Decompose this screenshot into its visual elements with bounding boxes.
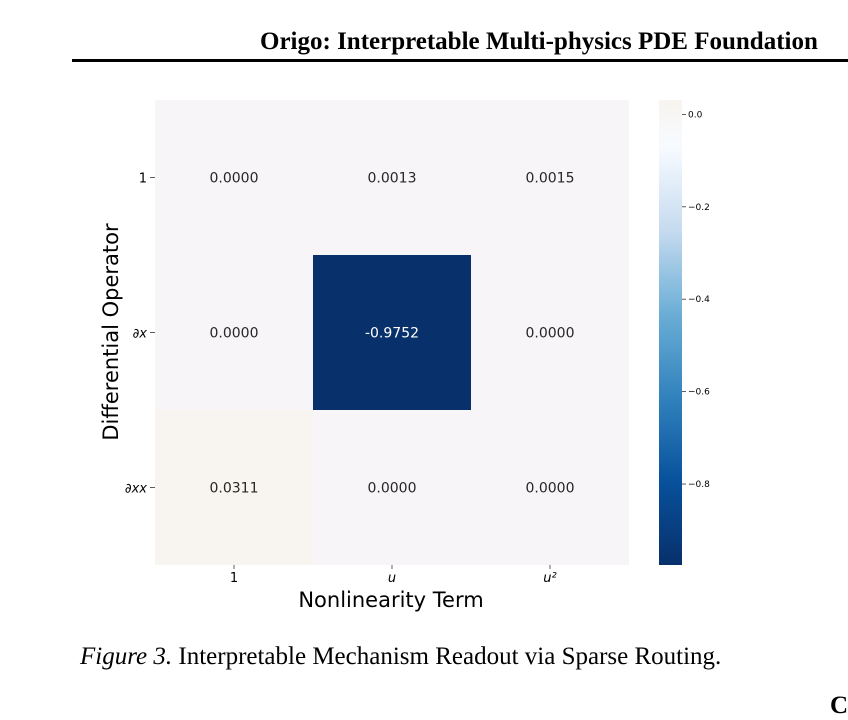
running-header-title: Origo: Interpretable Multi-physics PDE F…: [260, 28, 818, 55]
heatmap-cell: [313, 100, 471, 255]
colorbar-ticks: 0.0 −0.2 −0.4 −0.6 −0.8: [682, 110, 710, 490]
heatmap-cell-label: -0.9752: [365, 326, 419, 342]
heatmap-cell-label: 0.0000: [210, 326, 259, 342]
colorbar-tick-label: −0.4: [688, 295, 710, 305]
colorbar-tick-label: −0.8: [688, 480, 710, 490]
heatmap-cell-label: 0.0000: [526, 326, 575, 342]
heatmap-cell: [155, 100, 313, 255]
y-axis-label: Differential Operator: [99, 223, 123, 441]
y-tick-label: ∂x: [133, 327, 148, 342]
heatmap-figure: 0.0000 0.0013 0.0015 0.0000 -0.9752 0.0000 0.0…: [99, 100, 710, 612]
heatmap-cell-label: 0.0000: [210, 171, 259, 187]
heatmap-cell-label: 0.0000: [368, 481, 417, 497]
heatmap-cell: [313, 410, 471, 565]
figure-number: Figure 3.: [80, 643, 173, 670]
heatmap-cells: [155, 100, 629, 565]
heatmap-cell-label: 0.0000: [526, 481, 575, 497]
caption-text: Interpretable Mechanism Readout via Spar…: [178, 643, 722, 670]
heatmap-cell-labels: 0.0000 0.0013 0.0015 0.0000 -0.9752 0.0000 0.0…: [210, 171, 575, 497]
header-rule: [72, 59, 848, 62]
heatmap-cell-label: 0.0013: [368, 171, 417, 187]
heatmap-ticks: 1 u u² 1 ∂x ∂xx: [125, 172, 557, 587]
heatmap-cell-label: 0.0311: [210, 481, 259, 497]
x-tick-label: 1: [230, 571, 238, 586]
heatmap-cell-label: 0.0015: [526, 171, 575, 187]
heatmap-cell: [313, 255, 471, 410]
colorbar-tick-label: 0.0: [688, 110, 703, 120]
heatmap-cell: [155, 255, 313, 410]
cropped-heading-fragment: C: [830, 692, 848, 719]
x-tick-label: u²: [543, 571, 556, 586]
figure-caption: Figure 3. Interpretable Mechanism Readou…: [80, 643, 721, 671]
heatmap-cell: [471, 100, 629, 255]
x-axis-label: Nonlinearity Term: [298, 588, 483, 612]
y-tick-label: ∂xx: [125, 482, 147, 497]
colorbar: [659, 100, 682, 565]
colorbar-tick-label: −0.6: [688, 388, 710, 398]
x-tick-label: u: [388, 571, 396, 586]
heatmap-cell: [155, 410, 313, 565]
y-tick-label: 1: [139, 172, 147, 187]
heatmap-cell: [471, 410, 629, 565]
heatmap-cell: [471, 255, 629, 410]
colorbar-tick-label: −0.2: [688, 203, 710, 213]
